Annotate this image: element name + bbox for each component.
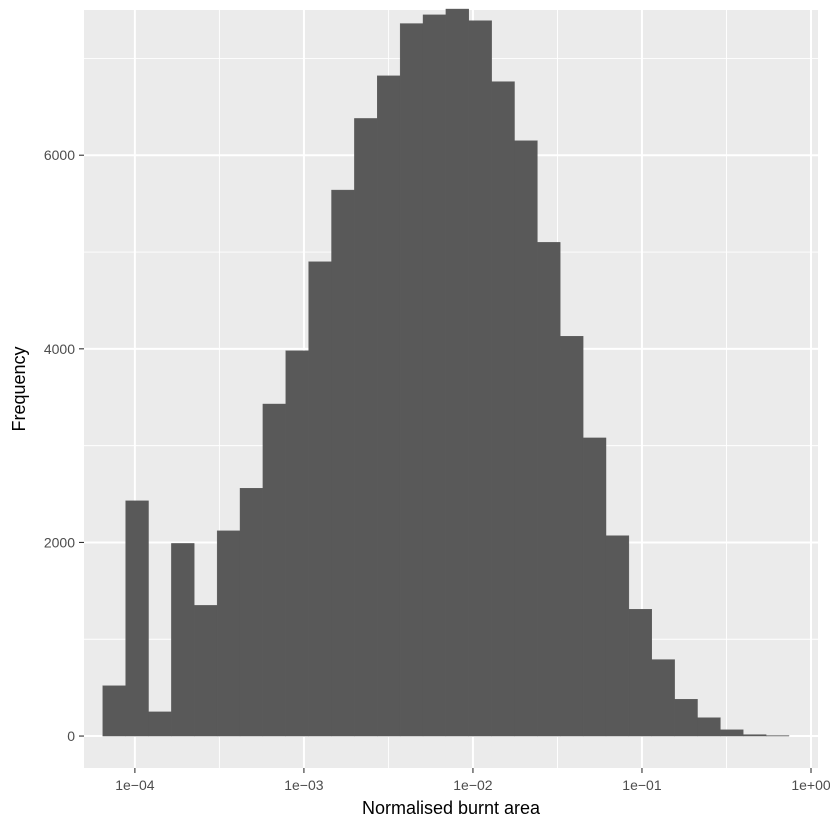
x-tick-label: 1e+00: [791, 777, 830, 793]
histogram-bar: [445, 8, 469, 737]
histogram-bar: [582, 437, 607, 737]
histogram-bar: [125, 500, 149, 737]
histogram-bars: [102, 8, 790, 737]
histogram-bar: [216, 530, 241, 737]
histogram-bar: [674, 699, 698, 737]
histogram-bar: [765, 735, 790, 737]
histogram-bar: [148, 711, 172, 737]
y-axis-title: Frequency: [9, 346, 29, 431]
histogram-bar: [354, 118, 378, 737]
histogram-bar: [399, 23, 424, 737]
histogram-bar: [239, 488, 264, 737]
x-tick-label: 1e−03: [284, 777, 324, 793]
y-tick-label: 6000: [44, 147, 75, 163]
x-tick-label: 1e−02: [453, 777, 493, 793]
histogram-bar: [331, 189, 355, 737]
histogram-bar: [308, 261, 332, 737]
histogram-bar: [537, 242, 561, 737]
histogram-bar: [285, 350, 309, 737]
histogram-bar: [720, 729, 744, 737]
y-tick-label: 2000: [44, 534, 75, 550]
x-axis: 1e−04 1e−03 1e−02 1e−01 1e+00: [115, 768, 830, 793]
x-axis-title: Normalised burnt area: [362, 798, 541, 818]
histogram-bar: [605, 535, 630, 737]
histogram-bar: [743, 734, 767, 737]
histogram-bar: [194, 605, 218, 737]
histogram-bar: [514, 140, 538, 737]
y-tick-label: 4000: [44, 341, 75, 357]
histogram-bar: [262, 403, 286, 737]
y-tick-label: 0: [67, 728, 75, 744]
histogram-bar: [102, 685, 126, 737]
y-axis: 0 2000 4000 6000: [44, 147, 84, 744]
histogram-bar: [491, 81, 515, 737]
x-tick-label: 1e−04: [115, 777, 155, 793]
histogram-bar: [377, 75, 401, 737]
histogram-bar: [422, 14, 447, 737]
histogram-bar: [697, 717, 721, 737]
histogram-bar: [560, 336, 584, 737]
histogram-bar: [628, 609, 652, 737]
histogram-bar: [651, 659, 675, 737]
histogram-bar: [468, 20, 492, 737]
histogram-bar: [171, 543, 195, 737]
x-tick-label: 1e−01: [622, 777, 662, 793]
